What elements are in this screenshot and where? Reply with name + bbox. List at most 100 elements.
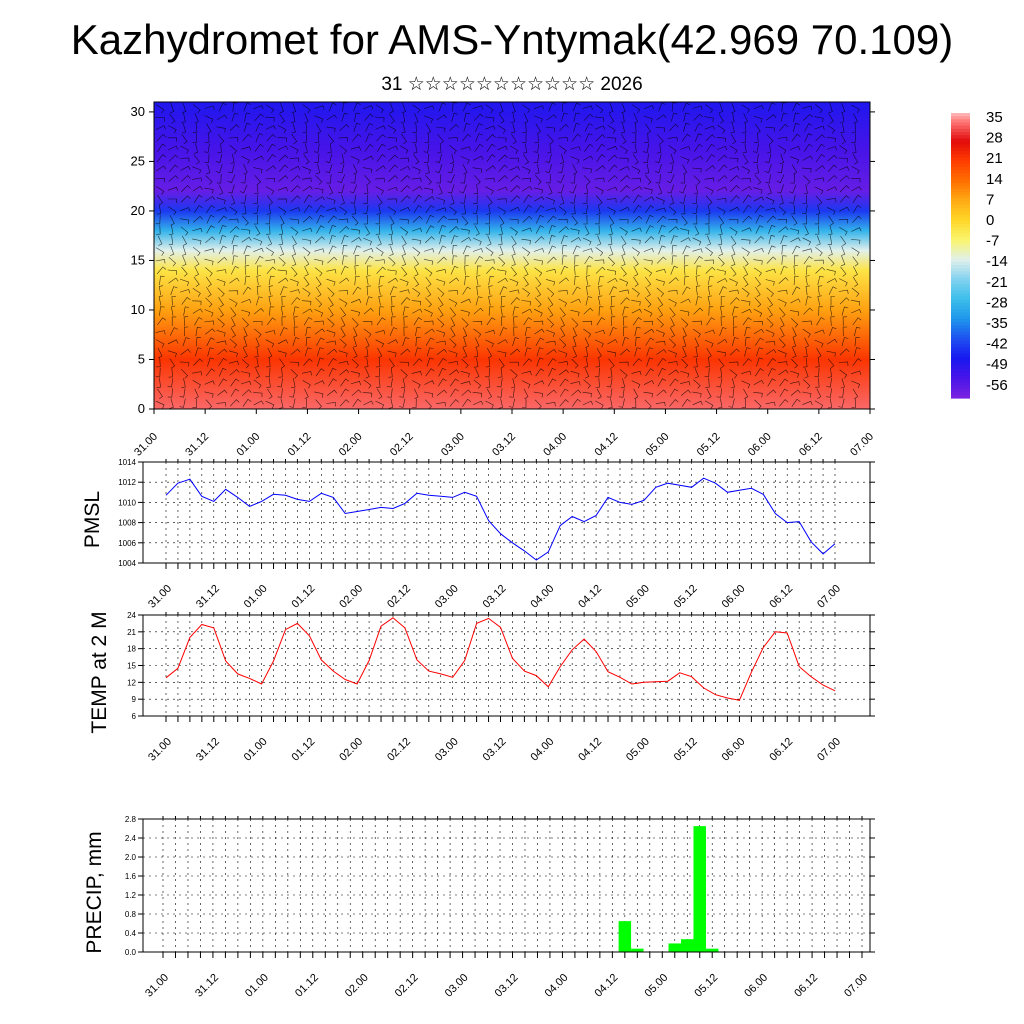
wind-barb xyxy=(522,133,527,143)
wind-barb xyxy=(291,245,296,256)
wind-barb xyxy=(217,256,228,264)
wind-barb xyxy=(693,175,701,185)
colorbar-cell xyxy=(951,242,970,247)
wind-barb xyxy=(656,287,665,297)
wind-barb xyxy=(632,256,639,267)
wind-barb xyxy=(582,167,592,174)
precip-bar xyxy=(681,939,694,952)
wind-barb xyxy=(485,104,494,114)
wind-barb xyxy=(582,391,592,398)
wind-barb xyxy=(631,186,643,192)
series-line xyxy=(165,617,836,701)
wind-barb xyxy=(584,143,594,152)
wind-barb xyxy=(510,185,521,193)
wind-barb xyxy=(705,225,710,235)
wind-barb xyxy=(389,102,394,114)
wind-barb xyxy=(766,215,777,223)
wind-barb xyxy=(692,214,698,225)
wind-barb xyxy=(510,369,518,379)
wind-barb xyxy=(839,175,850,182)
wind-barb xyxy=(680,389,691,396)
wind-barb xyxy=(620,133,627,144)
wind-barb xyxy=(167,339,179,345)
wind-barb xyxy=(473,113,484,121)
wind-barb xyxy=(376,378,381,388)
wind-barb xyxy=(728,388,735,398)
wind-barb xyxy=(192,123,198,133)
wind-barb xyxy=(548,184,553,195)
colorbar-label: 35 xyxy=(986,109,1003,126)
wind-barb xyxy=(411,371,422,376)
wind-barb xyxy=(340,153,345,164)
wind-barb xyxy=(841,306,849,316)
y-tick-label: 20 xyxy=(131,203,145,218)
wind-barb xyxy=(254,184,259,195)
wind-barb xyxy=(574,255,579,265)
wind-barb xyxy=(582,248,593,253)
wind-barb xyxy=(378,295,383,306)
wind-barb xyxy=(375,367,381,378)
wind-barb xyxy=(765,153,772,163)
wind-barb xyxy=(179,361,190,367)
wind-barb xyxy=(826,186,838,191)
wind-barb xyxy=(572,347,578,359)
wind-barb xyxy=(731,245,736,256)
wind-barb xyxy=(277,125,287,134)
wind-barb xyxy=(803,256,813,265)
x-tick-label: 03.12 xyxy=(490,431,518,459)
wind-barb xyxy=(558,350,568,358)
wind-barb xyxy=(436,389,447,396)
wind-barb xyxy=(291,123,296,134)
wind-barb xyxy=(423,187,434,194)
wind-barb xyxy=(472,237,482,246)
wind-barb xyxy=(411,238,421,245)
colorbar-cell xyxy=(951,144,970,149)
wind-barb xyxy=(328,367,337,377)
wind-barb xyxy=(232,102,238,112)
wind-barb xyxy=(547,297,554,308)
wind-barb xyxy=(854,336,860,347)
wind-barb xyxy=(193,154,200,165)
x-tick-label: 01.12 xyxy=(290,736,318,764)
colorbar-cell xyxy=(951,239,970,244)
wind-barb xyxy=(838,166,850,171)
wind-barb xyxy=(179,218,190,225)
wind-barb xyxy=(302,104,311,114)
wind-barb xyxy=(391,316,396,326)
wind-barb xyxy=(290,195,301,203)
wind-barb xyxy=(326,278,336,286)
wind-barb xyxy=(609,102,614,113)
wind-barb xyxy=(704,116,714,123)
wind-barb xyxy=(643,380,655,385)
wind-barb xyxy=(230,378,240,387)
wind-barb xyxy=(609,286,618,296)
wind-barb xyxy=(767,307,773,318)
wind-barb xyxy=(524,347,532,357)
wind-barb xyxy=(827,235,833,246)
x-tick-label: 05.12 xyxy=(672,583,700,611)
wind-barb xyxy=(754,276,761,287)
wind-barb xyxy=(790,204,796,215)
wind-barb xyxy=(606,350,617,357)
wind-barb xyxy=(228,137,239,142)
wind-barb xyxy=(338,360,349,366)
wind-barb xyxy=(486,195,493,206)
x-tick-label: 04.12 xyxy=(592,431,620,459)
wind-barb xyxy=(341,235,349,245)
wind-barb xyxy=(304,266,309,277)
wind-barb xyxy=(654,164,662,174)
wind-barb xyxy=(827,398,833,409)
wind-barb xyxy=(704,125,715,130)
wind-barb xyxy=(206,164,211,175)
wind-barb xyxy=(414,388,419,399)
wind-barb xyxy=(546,389,557,396)
colorbar-cell xyxy=(951,113,970,117)
wind-barb xyxy=(193,256,200,267)
wind-barb xyxy=(753,320,763,326)
wind-barb xyxy=(217,143,222,154)
wind-barb xyxy=(766,389,777,396)
wind-barb xyxy=(559,378,569,387)
wind-barb xyxy=(192,308,203,314)
wind-barb xyxy=(680,381,691,386)
wind-barb xyxy=(253,392,263,398)
